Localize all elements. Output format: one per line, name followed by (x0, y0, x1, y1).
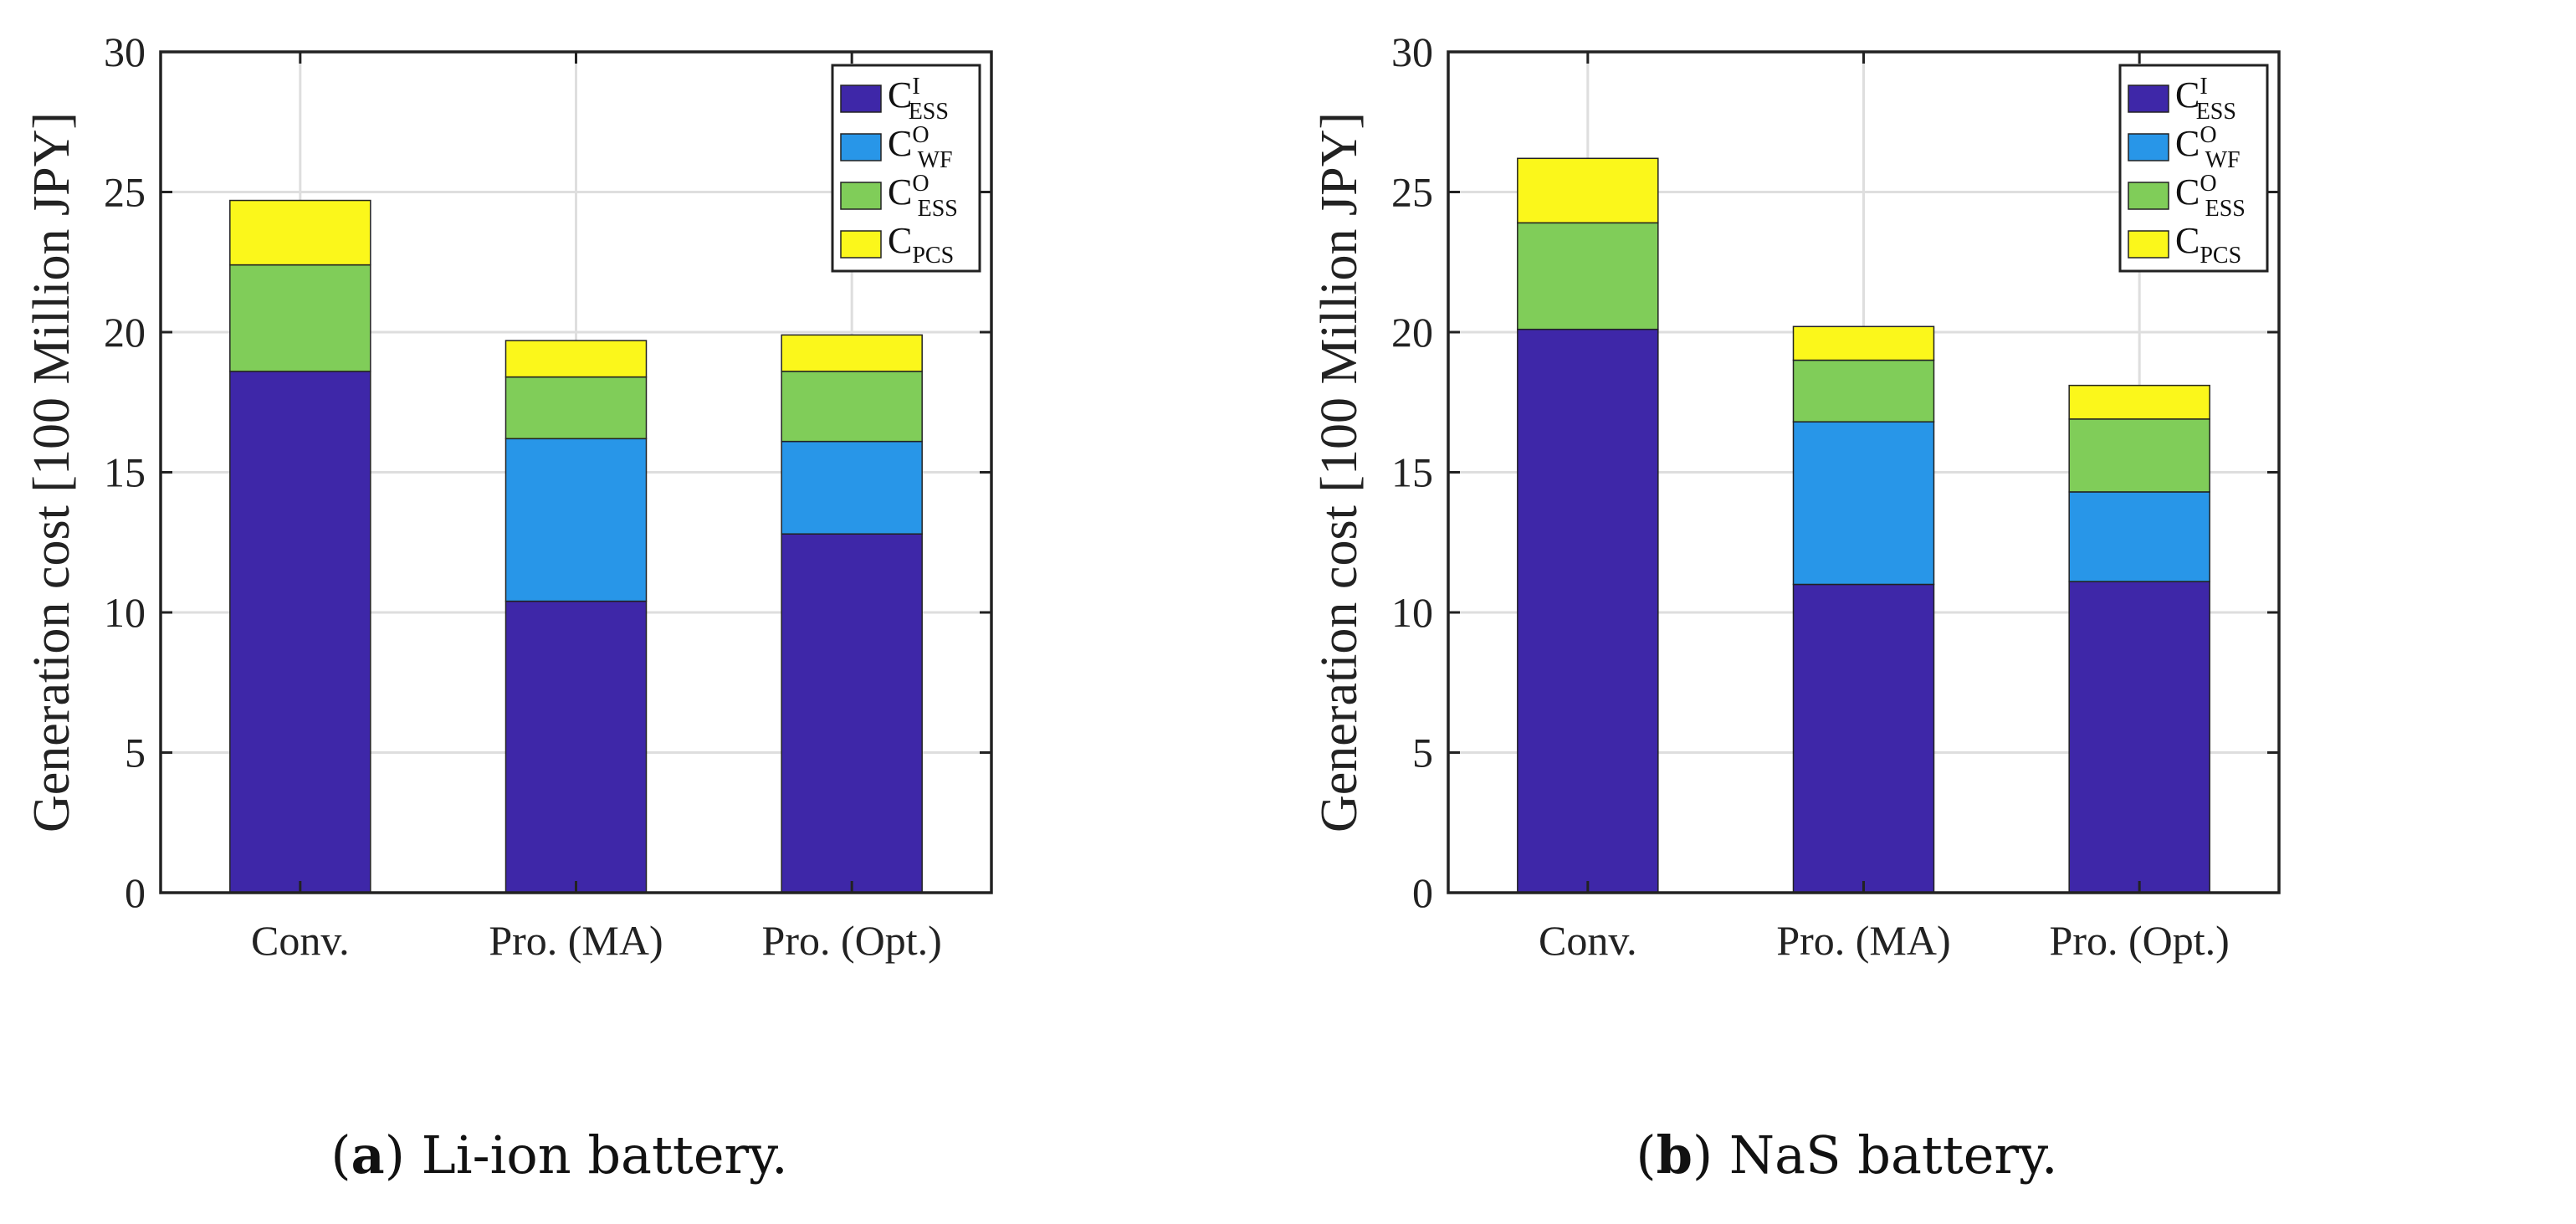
chart-a: 0 5 10 15 20 25 30 Conv. Pro. (MA) Pro. (Opt.) Gen… (23, 28, 993, 1186)
legend-label: CI ESS (2175, 74, 2236, 125)
y-tick-label: 15 (1391, 449, 1433, 496)
legend-swatch (840, 85, 882, 113)
y-tick-label: 5 (1412, 730, 1433, 776)
bar-ess-o-0 (1517, 222, 1659, 330)
caption: (b) NaS battery. (1636, 1124, 2057, 1186)
bar-pcs-1 (504, 340, 648, 378)
legend-label: CO WF (888, 122, 953, 173)
legend-item: CO ESS (840, 171, 958, 222)
legend-label: CO WF (2175, 122, 2241, 173)
bar-ess-o-1 (504, 376, 648, 440)
legend-swatch (2128, 230, 2169, 259)
y-tick-label: 0 (125, 869, 146, 916)
y-tick-label: 15 (104, 449, 146, 496)
legend-item: CI ESS (840, 74, 949, 125)
y-tick-label: 10 (1391, 589, 1433, 636)
y-tick-label: 30 (1391, 28, 1433, 75)
bar-pcs-2 (781, 334, 923, 372)
legend-label: CI ESS (888, 74, 949, 125)
legend-label: CPCS (888, 220, 954, 269)
legend-item: CI ESS (2128, 74, 2236, 125)
bar-ess-i-1 (504, 600, 648, 894)
y-tick-label: 5 (125, 730, 146, 776)
chart-b: 0 5 10 15 20 25 30 Conv. Pro. (MA) Pro. (Opt.) Gen… (1311, 28, 2281, 1186)
y-tick-label: 25 (104, 169, 146, 216)
y-tick-label: 0 (1412, 869, 1433, 916)
x-tick-label: Conv. (1539, 917, 1637, 964)
legend-swatch (2128, 85, 2169, 113)
bar-ess-o-1 (1792, 359, 1935, 423)
bar-pcs-2 (2068, 384, 2210, 420)
x-tick-label: Pro. (Opt.) (2050, 917, 2230, 964)
legend-swatch (2128, 133, 2169, 161)
bar-ess-i-0 (229, 371, 371, 894)
y-tick-label: 10 (104, 589, 146, 636)
bar-ess-i-2 (781, 533, 923, 894)
bar-pcs-1 (1792, 325, 1935, 361)
bar-wf-o-2 (781, 440, 923, 535)
legend-item: CO WF (840, 122, 953, 173)
chart-panel-b: 0 5 10 15 20 25 30 Conv. Pro. (MA) Pro. (Opt.) Gen… (1288, 0, 2576, 1224)
y-tick-label: 25 (1391, 169, 1433, 216)
legend-swatch (840, 182, 882, 210)
legend-item: CPCS (840, 220, 954, 269)
y-tick-label: 20 (104, 309, 146, 356)
legend-item: CPCS (2128, 220, 2241, 269)
bar-ess-o-2 (781, 371, 923, 443)
bar-wf-o-2 (2068, 491, 2210, 582)
legend-item: CO WF (2128, 122, 2241, 173)
chart-panel-a: 0 5 10 15 20 25 30 Conv. Pro. (MA) Pro. (Opt.) Gen… (23, 28, 993, 1186)
x-tick-label: Pro. (Opt.) (762, 917, 942, 964)
bar-ess-o-2 (2068, 418, 2210, 493)
bar-ess-i-2 (2068, 581, 2210, 894)
bar-wf-o-1 (1792, 421, 1935, 586)
bar-ess-i-1 (1792, 583, 1935, 894)
bar-pcs-0 (1517, 157, 1659, 224)
y-axis-label: Generation cost [100 Million JPY] (23, 112, 80, 832)
x-tick-label: Conv. (251, 917, 350, 964)
y-tick-label: 30 (104, 28, 146, 75)
x-tick-label: Pro. (MA) (1776, 917, 1950, 964)
legend-label: CO ESS (2175, 171, 2246, 222)
legend-swatch (2128, 182, 2169, 210)
legend-label: CO ESS (888, 171, 958, 222)
bar-wf-o-1 (504, 438, 648, 602)
bar-ess-o-0 (229, 264, 371, 372)
caption: (a) Li-ion battery. (330, 1124, 787, 1186)
legend-swatch (840, 133, 882, 161)
bar-ess-i-0 (1517, 328, 1659, 894)
y-tick-label: 20 (1391, 309, 1433, 356)
legend-label: CPCS (2175, 220, 2241, 269)
x-tick-label: Pro. (MA) (489, 917, 663, 964)
legend-item: CO ESS (2128, 171, 2246, 222)
bar-pcs-0 (229, 199, 371, 266)
y-axis-label: Generation cost [100 Million JPY] (1311, 112, 1368, 832)
legend-swatch (840, 230, 882, 259)
